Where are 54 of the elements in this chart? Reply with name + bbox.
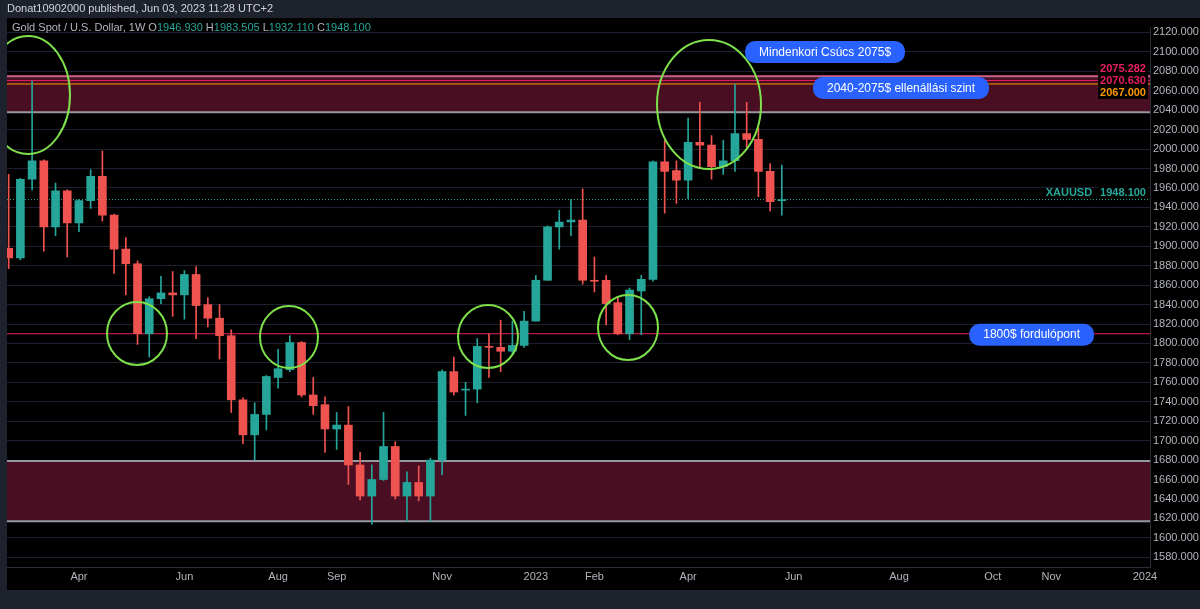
candlestick (695, 102, 705, 168)
chart-subtitle: O1946.930 H1983.505 L1932.110 C1948.100 (148, 21, 371, 33)
candlestick (496, 319, 506, 372)
y-tick-label: 1780.000 (1153, 355, 1199, 368)
ref-line-label: 2067.000 (1100, 85, 1146, 98)
x-tick-label: 2024 (1132, 569, 1158, 582)
annotation: 2040-2075$ ellenállási szint (813, 77, 990, 99)
x-tick-label: Jun (784, 569, 803, 582)
y-tick-label: 2120.000 (1153, 25, 1199, 38)
ref-line-label: 2070.630 (1100, 73, 1146, 86)
x-tick-label: Sep (326, 569, 347, 582)
y-tick-label: 1600.000 (1153, 530, 1199, 543)
y-tick-label: 1640.000 (1153, 492, 1199, 504)
y-tick-label: 1680.000 (1153, 453, 1199, 466)
x-tick-label: Feb (584, 569, 604, 582)
x-tick-label: Oct (984, 569, 1002, 582)
chart-title: Gold Spot / U.S. Dollar, 1W (12, 21, 147, 33)
y-tick-label: 1860.000 (1153, 278, 1199, 291)
annotation: 1800$ fordulópont (983, 327, 1081, 342)
y-tick-label: 2100.000 (1153, 44, 1199, 57)
y-tick-label: 1880.000 (1153, 258, 1199, 271)
x-tick-label: Apr (70, 569, 88, 582)
y-tick-label: 1760.000 (1153, 375, 1199, 388)
x-tick-label: Nov (432, 569, 453, 582)
y-tick-label: 1660.000 (1153, 472, 1199, 485)
y-tick-label: 1820.000 (1153, 317, 1199, 330)
y-tick-label: 1580.000 (1153, 550, 1199, 563)
y-tick-label: 1940.000 (1153, 200, 1199, 213)
x-tick-label: Nov (1041, 569, 1062, 582)
y-tick-label: 1740.000 (1153, 394, 1199, 407)
y-tick-label: 2000.000 (1153, 142, 1199, 155)
y-tick-label: 1700.000 (1153, 433, 1199, 446)
y-tick-label: 1620.000 (1153, 511, 1199, 524)
y-tick-label: 1960.000 (1153, 180, 1199, 193)
y-tick-label: 1980.000 (1153, 161, 1199, 174)
x-tick-label: Aug (889, 569, 909, 582)
y-tick-label: 2080.000 (1153, 64, 1199, 77)
x-tick-label: Apr (679, 569, 698, 582)
annotation: XAUUSD (1045, 185, 1093, 198)
y-tick-label: 1720.000 (1153, 414, 1199, 427)
y-tick-label: 1800.000 (1153, 336, 1199, 349)
x-tick-label: Aug (268, 569, 288, 582)
y-tick-label: 1900.000 (1153, 239, 1199, 252)
text: Donat10902000 published, Jun 03, 2023 11:28 UTC+2 (7, 2, 274, 14)
x-tick-label: 2023 (523, 569, 549, 582)
y-tick-label: 1840.000 (1153, 297, 1199, 310)
x-tick-label: Jun (175, 569, 194, 582)
ref-line-label: 1948.100 (1100, 185, 1146, 198)
y-tick-label: 1920.000 (1153, 219, 1199, 232)
y-tick-label: 2020.000 (1153, 122, 1199, 135)
y-tick-label: 2040.000 (1153, 103, 1199, 116)
annotation: Mindenkori Csúcs 2075$ (745, 41, 906, 63)
ref-line-label: 2075.282 (1100, 61, 1146, 74)
y-tick-label: 2060.000 (1153, 83, 1199, 96)
